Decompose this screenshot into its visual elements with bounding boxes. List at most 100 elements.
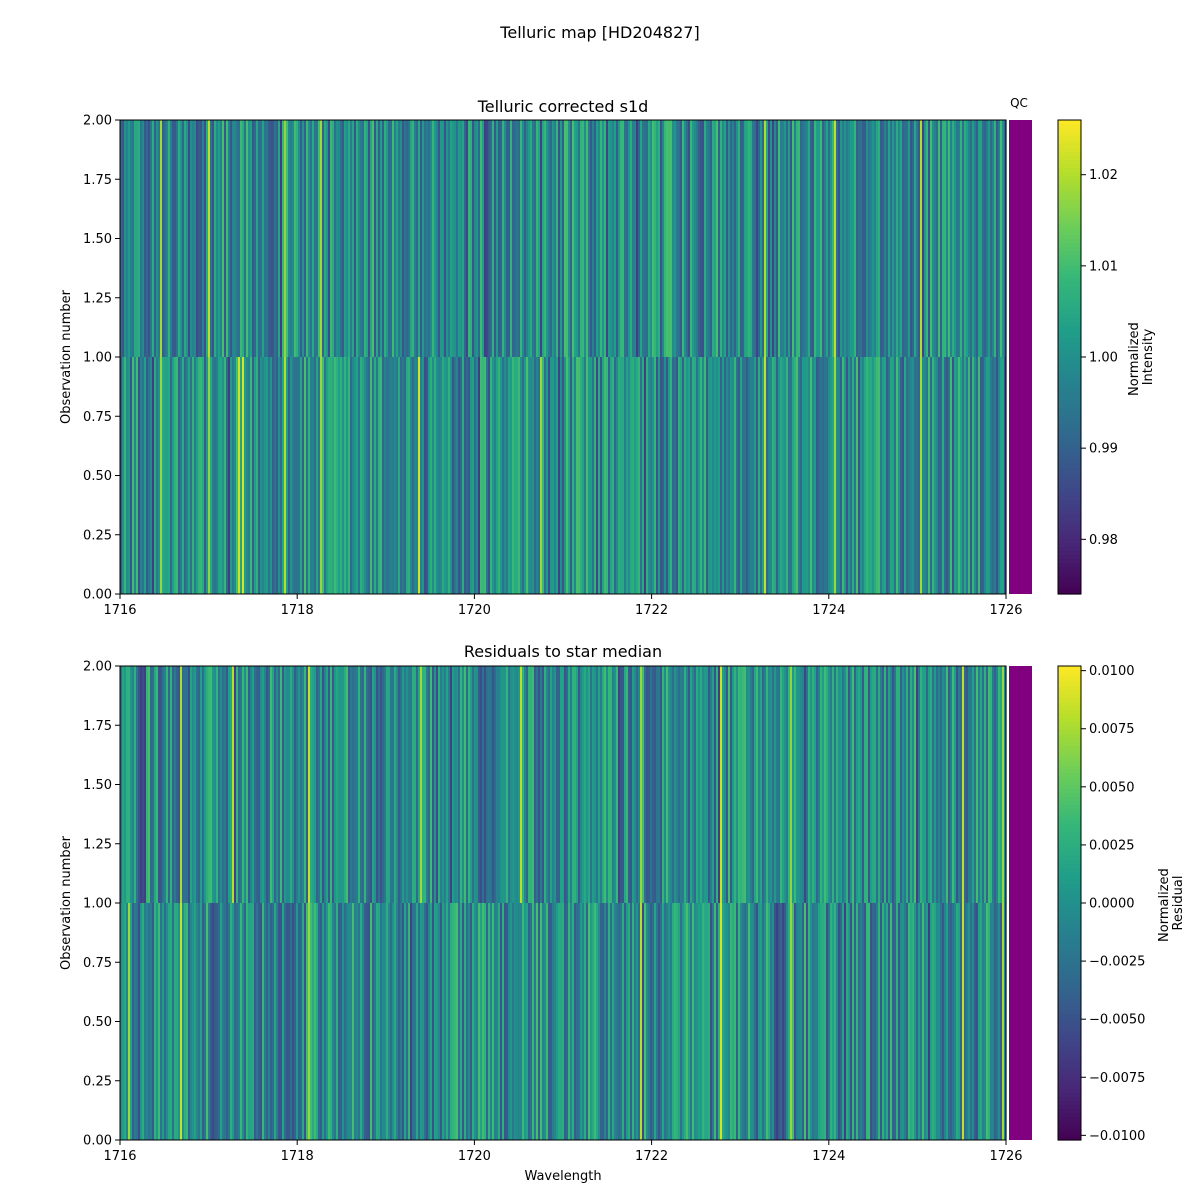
heatmap-stripe bbox=[944, 357, 947, 594]
heatmap-stripe bbox=[720, 357, 723, 594]
heatmap-stripe bbox=[402, 903, 405, 1140]
heatmap-stripe bbox=[756, 120, 759, 357]
heatmap-stripe bbox=[500, 120, 503, 357]
heatmap-stripe bbox=[688, 666, 691, 903]
heatmap-stripe bbox=[836, 120, 839, 357]
heatmap-stripe bbox=[806, 666, 809, 903]
heatmap-stripe bbox=[732, 357, 735, 594]
colorbar-segment bbox=[1058, 163, 1081, 168]
x-axis-ticks: 1716 1718 1720 1722 1724 1726 bbox=[103, 594, 1023, 618]
colorbar-segment bbox=[1058, 376, 1081, 382]
heatmap-stripe bbox=[880, 120, 883, 357]
heatmap-stripe bbox=[138, 666, 141, 903]
heatmap-stripe bbox=[346, 357, 349, 594]
heatmap-stripe bbox=[922, 357, 925, 594]
colorbar-segment bbox=[1058, 914, 1081, 920]
heatmap-stripe bbox=[986, 903, 989, 1140]
heatmap-stripe bbox=[508, 666, 511, 903]
heatmap-stripe bbox=[808, 903, 811, 1140]
heatmap-stripe bbox=[586, 666, 589, 903]
heatmap-stripe bbox=[586, 903, 589, 1140]
heatmap-stripe bbox=[500, 357, 503, 594]
colorbar-segment bbox=[1058, 171, 1081, 176]
heatmap-stripe bbox=[1002, 357, 1005, 594]
heatmap-stripe bbox=[658, 357, 661, 594]
heatmap-stripe bbox=[882, 903, 885, 1140]
heatmap-stripe bbox=[266, 120, 269, 357]
heatmap-stripe bbox=[610, 357, 613, 594]
heatmap-stripe bbox=[238, 357, 241, 594]
heatmap-stripe bbox=[838, 357, 841, 594]
heatmap-stripe bbox=[550, 357, 553, 594]
heatmap-stripe bbox=[398, 357, 401, 594]
heatmap-stripe bbox=[146, 903, 149, 1140]
heatmap-stripe bbox=[254, 357, 257, 594]
heatmap-stripe bbox=[916, 357, 919, 594]
heatmap-stripe bbox=[798, 120, 801, 357]
heatmap-stripe bbox=[416, 357, 419, 594]
heatmap-stripe bbox=[174, 357, 177, 594]
heatmap-stripe bbox=[620, 357, 623, 594]
heatmap-stripe bbox=[612, 903, 615, 1140]
heatmap-stripe bbox=[742, 903, 745, 1140]
heatmap-stripe bbox=[620, 903, 623, 1140]
heatmap-stripe bbox=[198, 357, 201, 594]
heatmap-stripe bbox=[490, 357, 493, 594]
heatmap-stripe bbox=[158, 357, 161, 594]
heatmap-stripe bbox=[134, 357, 137, 594]
heatmap-stripe bbox=[760, 120, 763, 357]
heatmap-stripe bbox=[280, 666, 283, 903]
heatmap-stripe bbox=[326, 357, 329, 594]
heatmap-stripe bbox=[232, 120, 235, 357]
heatmap-stripe bbox=[264, 120, 267, 357]
heatmap-stripe bbox=[728, 357, 731, 594]
heatmap-stripe bbox=[508, 120, 511, 357]
heatmap-stripe bbox=[140, 666, 143, 903]
heatmap-stripe bbox=[804, 666, 807, 903]
heatmap-stripe bbox=[316, 903, 319, 1140]
heatmap-stripe bbox=[720, 903, 723, 1140]
heatmap-stripe bbox=[598, 666, 601, 903]
heatmap-stripe bbox=[992, 357, 995, 594]
colorbar-segment bbox=[1058, 574, 1081, 579]
heatmap-stripe bbox=[452, 666, 455, 903]
heatmap-stripe bbox=[1000, 903, 1003, 1140]
heatmap-stripe bbox=[866, 903, 869, 1140]
heatmap-stripe bbox=[638, 903, 641, 1140]
heatmap-stripe bbox=[388, 120, 391, 357]
heatmap-stripe bbox=[532, 666, 535, 903]
colorbar-segment bbox=[1058, 199, 1081, 204]
heatmap-stripe bbox=[160, 666, 163, 903]
heatmap-stripe bbox=[878, 903, 881, 1140]
heatmap-stripe bbox=[696, 357, 699, 594]
heatmap-stripe bbox=[464, 903, 467, 1140]
heatmap-stripe bbox=[314, 357, 317, 594]
heatmap-stripe bbox=[810, 666, 813, 903]
heatmap-stripe bbox=[506, 120, 509, 357]
colorbar-segment bbox=[1058, 325, 1081, 330]
heatmap-stripe bbox=[310, 666, 313, 903]
heatmap-stripe bbox=[122, 903, 125, 1140]
colorbar-segment bbox=[1058, 439, 1081, 445]
heatmap-stripe bbox=[180, 120, 183, 357]
qc-strip bbox=[1009, 666, 1032, 1140]
heatmap-stripe bbox=[650, 120, 653, 357]
heatmap-stripe bbox=[934, 120, 937, 357]
heatmap-stripe bbox=[716, 357, 719, 594]
heatmap-stripe bbox=[122, 666, 125, 903]
heatmap-stripe bbox=[270, 666, 273, 903]
heatmap-stripe bbox=[982, 357, 985, 594]
heatmap-stripe bbox=[758, 120, 761, 357]
heatmap-stripe bbox=[900, 666, 903, 903]
heatmap-stripe bbox=[598, 120, 601, 357]
heatmap-stripe bbox=[910, 357, 913, 594]
heatmap-stripe bbox=[338, 357, 341, 594]
heatmap-stripe bbox=[486, 357, 489, 594]
heatmap-stripe bbox=[408, 120, 411, 357]
heatmap-stripe bbox=[748, 357, 751, 594]
heatmap-stripe bbox=[678, 120, 681, 357]
heatmap-stripe bbox=[926, 357, 929, 594]
heatmap-stripe bbox=[946, 666, 949, 903]
heatmap-stripe bbox=[962, 903, 965, 1140]
heatmap-stripe bbox=[470, 357, 473, 594]
